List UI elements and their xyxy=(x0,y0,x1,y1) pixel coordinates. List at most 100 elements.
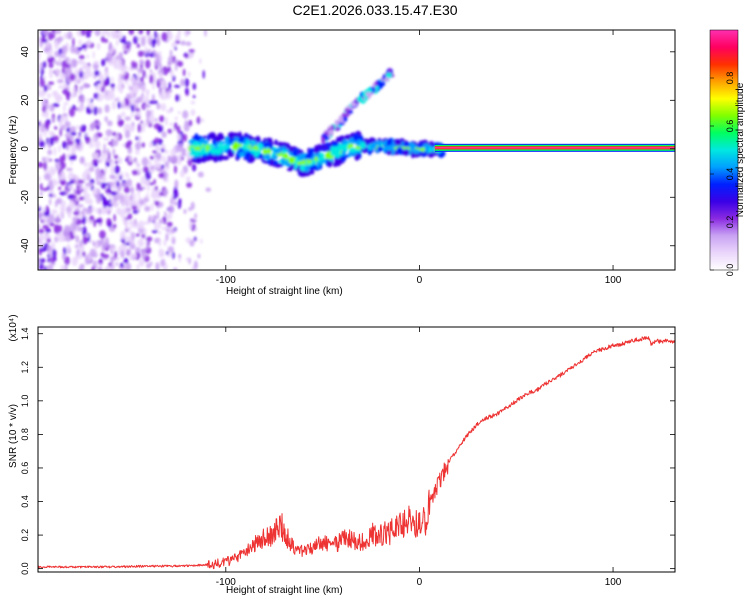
branch-blob xyxy=(324,134,329,141)
noise-blob xyxy=(88,198,93,205)
branch-blob xyxy=(382,74,386,80)
snr-y-tick-label: 1.0 xyxy=(20,395,30,408)
branch-blob xyxy=(334,119,342,124)
snr-frame xyxy=(37,326,676,573)
noise-blob xyxy=(66,167,73,172)
noise-blob xyxy=(89,248,97,258)
noise-blob xyxy=(63,101,69,106)
band-blob xyxy=(277,141,283,148)
noise-blob xyxy=(48,69,53,74)
band-blob xyxy=(344,134,352,140)
noise-blob xyxy=(131,186,134,195)
noise-blob xyxy=(141,157,149,167)
colorbar-tick-label: 0.2 xyxy=(725,216,735,229)
noise-blob xyxy=(100,182,107,189)
noise-blob xyxy=(155,262,160,270)
noise-blob xyxy=(59,204,66,213)
noise-blob xyxy=(160,103,167,112)
noise-blob xyxy=(94,140,101,149)
noise-blob xyxy=(155,147,162,152)
noise-blob xyxy=(197,171,204,178)
noise-blob xyxy=(64,63,71,69)
noise-blob xyxy=(51,30,56,33)
noise-blob xyxy=(199,58,202,65)
noise-blob xyxy=(99,230,106,240)
noise-blob xyxy=(109,159,113,163)
noise-blob xyxy=(86,208,93,215)
noise-blob xyxy=(97,259,104,265)
branch-blob xyxy=(385,72,393,79)
noise-blob xyxy=(182,68,186,77)
noise-blob xyxy=(178,93,182,103)
noise-blob xyxy=(86,133,89,137)
noise-blob xyxy=(78,253,83,260)
noise-blob xyxy=(91,266,95,270)
spectrogram-image xyxy=(38,30,675,270)
noise-blob xyxy=(95,167,101,177)
noise-blob xyxy=(75,243,79,249)
spectrogram-x-tick-label: -100 xyxy=(216,275,236,286)
noise-blob xyxy=(187,52,193,59)
noise-blob xyxy=(156,103,161,110)
noise-blob xyxy=(155,189,163,199)
noise-blob xyxy=(38,140,46,148)
band-blob xyxy=(386,139,391,148)
noise-blob xyxy=(94,219,101,223)
noise-blob xyxy=(148,114,155,125)
noise-blob xyxy=(150,33,154,40)
noise-blob xyxy=(78,39,82,46)
noise-blob xyxy=(145,59,151,69)
band-blob xyxy=(233,141,239,149)
noise-blob xyxy=(133,218,137,226)
band-blob xyxy=(326,143,331,150)
noise-blob xyxy=(156,210,160,220)
band-blob xyxy=(289,148,294,153)
noise-blob xyxy=(59,128,63,137)
noise-blob xyxy=(69,93,75,99)
noise-blob xyxy=(142,70,146,79)
noise-blob xyxy=(166,216,171,221)
noise-blob xyxy=(82,226,87,236)
noise-blob xyxy=(169,49,173,58)
band-blob xyxy=(409,142,415,150)
noise-blob xyxy=(186,176,191,183)
branch-blob xyxy=(356,96,363,103)
noise-blob xyxy=(124,193,130,202)
noise-blob xyxy=(59,161,66,170)
band-blob xyxy=(299,153,306,158)
noise-blob xyxy=(178,198,182,204)
spectrogram-y-tick-label: -40 xyxy=(20,238,31,253)
branch-blob xyxy=(350,101,355,106)
band-blob xyxy=(402,142,411,148)
noise-blob xyxy=(192,217,196,221)
noise-blob xyxy=(176,125,181,134)
noise-blob xyxy=(154,118,158,122)
noise-blob xyxy=(202,70,205,79)
noise-blob xyxy=(132,84,139,94)
band-blob xyxy=(348,147,357,153)
noise-blob xyxy=(124,79,129,84)
noise-blob xyxy=(78,132,82,136)
noise-blob xyxy=(72,86,76,94)
noise-blob xyxy=(184,87,189,95)
noise-blob xyxy=(86,30,93,33)
noise-blob xyxy=(106,148,110,158)
noise-blob xyxy=(160,92,165,100)
band-blob xyxy=(188,152,197,157)
band-blob xyxy=(272,155,277,160)
band-blob xyxy=(194,147,200,151)
noise-blob xyxy=(158,248,162,258)
noise-blob xyxy=(161,31,168,42)
noise-blob xyxy=(112,223,117,229)
noise-blob xyxy=(74,138,81,144)
noise-blob xyxy=(160,259,165,267)
noise-blob xyxy=(97,93,104,102)
band-blob xyxy=(250,155,256,162)
noise-blob xyxy=(46,39,50,48)
noise-blob xyxy=(158,115,165,123)
noise-blob xyxy=(81,215,87,225)
noise-blob xyxy=(64,132,72,139)
band-blob xyxy=(377,146,384,152)
noise-blob xyxy=(93,92,99,99)
snr-x-tick-label: -100 xyxy=(216,577,236,588)
